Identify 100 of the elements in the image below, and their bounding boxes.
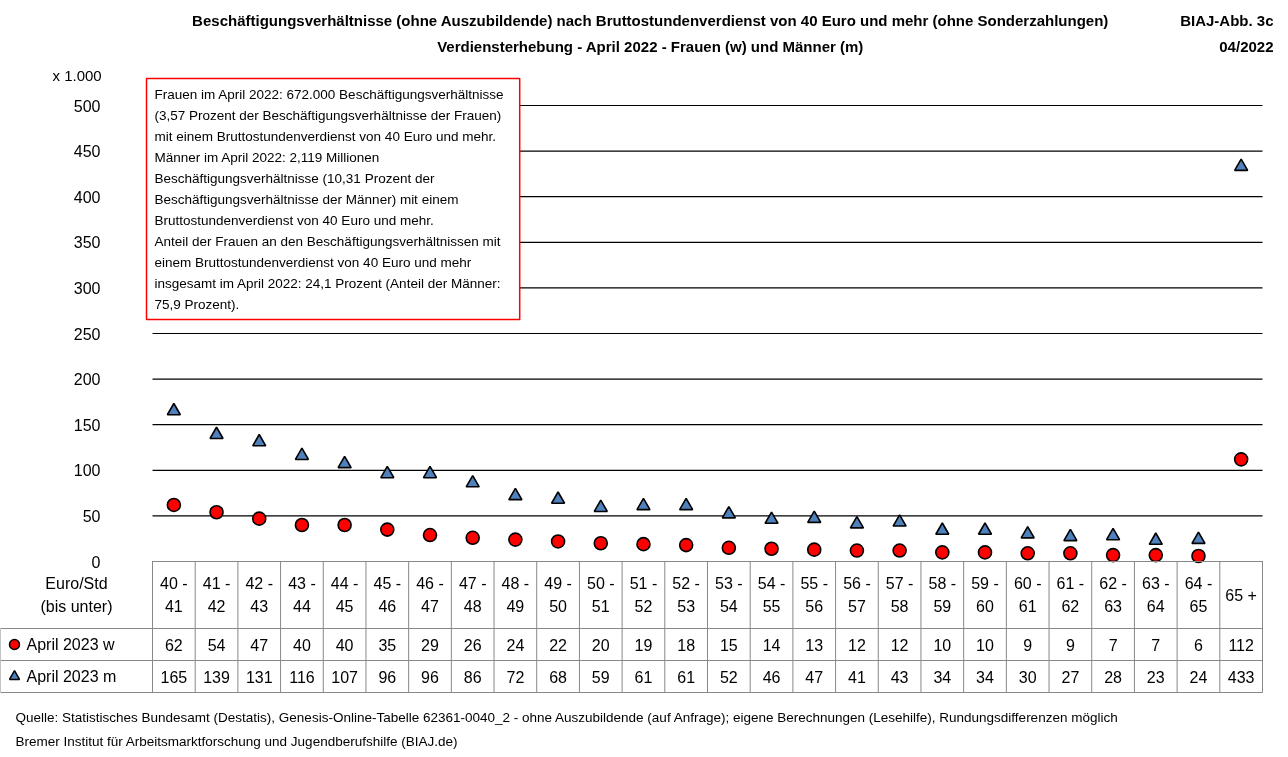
data-label: 52 [719, 668, 738, 686]
x-tick-label: 49 - 50 [544, 575, 572, 615]
y-tick-label: 300 [73, 279, 101, 297]
x-tick-label: 59 - 60 [971, 575, 999, 615]
x-tick-label: 58 - 59 [928, 575, 957, 615]
legend-label: April 2023 m [26, 668, 117, 685]
y-tick-label: 100 [73, 462, 101, 480]
x-tick-label: 56 - 57 [843, 575, 871, 615]
x-tick-label: 60 - 61 [1013, 575, 1042, 615]
x-tick-label: 46 - 47 [416, 575, 444, 615]
data-label: 24 [1189, 668, 1208, 686]
data-label: 6 [1194, 636, 1204, 654]
x-tick-label: 57 - 58 [885, 575, 914, 615]
data-label: 47 [250, 636, 269, 654]
y-tick-label: 350 [73, 234, 101, 252]
data-label: 23 [1146, 668, 1165, 686]
data-label: 96 [378, 668, 397, 686]
y-tick-label: 250 [73, 325, 101, 343]
x-tick-label: 50 - 51 [586, 575, 615, 615]
x-tick-label: 44 - 45 [330, 575, 359, 615]
x-tick-label: 42 - 43 [245, 575, 274, 615]
data-label: 40 [335, 636, 354, 654]
chart-title: Beschäftigungsverhältnisse (ohne Auszubildende) nach Bruttostundenverdienst von 40 Euro und mehr (ohne Sonderzahlungen) [192, 12, 1109, 29]
y-tick-label: 50 [82, 507, 101, 525]
data-label: 22 [549, 636, 568, 654]
text: 04/2022 [1219, 38, 1274, 55]
data-label: 107 [331, 668, 359, 686]
x-tick-label: 40 - 41 [160, 575, 188, 615]
data-label: 27 [1061, 668, 1080, 686]
x-tick-label: 52 - 53 [672, 575, 700, 615]
data-label: 62 [164, 636, 183, 654]
x-tick-label: 43 - 44 [288, 575, 316, 615]
data-label: 433 [1227, 668, 1255, 686]
data-label: 40 [293, 636, 311, 654]
annotation: Anteil der Frauen an den Beschäftigungsverhältnissen mit einem Bruttostundenverdienst von 40 Euro und mehr insgesamt im April 2022: 24,1 Prozent (Anteil der Männer: 75,9 Prozent). [154, 233, 501, 312]
x-tick-label: 45 - 46 [373, 575, 402, 615]
y-tick-label: 450 [73, 143, 101, 161]
annotation: Männer im April 2022: 2,119 Millionen Beschäftigungsverhältnisse (10,31 Prozent der Beschäftigungsverhältnisse der Männer) mit einem Bruttostundenverdienst von 40 Euro und mehr. [154, 149, 459, 228]
data-label: 61 [677, 668, 696, 686]
data-label: 7 [1151, 636, 1161, 654]
x-tick-label: 47 - 48 [458, 575, 487, 615]
x-tick-label: 61 - 62 [1056, 575, 1085, 615]
text: BIAJ-Abb. 3c [1180, 12, 1274, 29]
text: Bremer Institut für Arbeitsmarktforschung und Jugendberufshilfe (BIAJ.de) [15, 734, 458, 749]
y-tick-label: 400 [73, 188, 101, 206]
data-label: 12 [848, 636, 866, 654]
data-label: 131 [245, 668, 273, 686]
x-tick-label: 54 - 55 [757, 575, 786, 615]
data-label: 35 [378, 636, 397, 654]
data-label: 116 [289, 668, 315, 686]
x-tick-label: 53 - 54 [715, 575, 743, 615]
y-tick-label: 150 [73, 416, 101, 434]
data-label: 9 [1023, 636, 1033, 654]
y-tick-label: 500 [73, 97, 101, 115]
data-label: 47 [805, 668, 824, 686]
data-label: 26 [463, 636, 482, 654]
data-label: 20 [591, 636, 610, 654]
y-tick-label: 200 [73, 371, 101, 389]
x-tick-label: 41 - 42 [202, 575, 231, 615]
data-label: 59 [591, 668, 610, 686]
data-label: 41 [848, 668, 866, 686]
data-label: 29 [421, 636, 439, 654]
x-tick-label: 48 - 49 [501, 575, 530, 615]
x-tick-label: 65 + [1225, 586, 1257, 604]
data-label: 10 [933, 636, 952, 654]
data-label: 9 [1065, 636, 1075, 654]
data-label: 15 [719, 636, 738, 654]
legend-label: April 2023 w [26, 636, 115, 653]
chart-subtitle: Verdiensterhebung - April 2022 - Frauen (w) und Männer (m) [437, 38, 864, 55]
x-axis-title: Euro/Std (bis unter) [40, 575, 113, 615]
data-label: 165 [160, 668, 188, 686]
source-note: Quelle: Statistisches Bundesamt (Destatis), Genesis-Online-Tabelle 62361-0040_2 - ohne Auszubildende (auf Anfrage); eigene Berechnungen (Lesehilfe), Rundungsdifferenzen möglich [15, 710, 1118, 725]
data-label: 24 [506, 636, 525, 654]
data-label: 68 [549, 668, 568, 686]
data-label: 7 [1108, 636, 1118, 654]
data-label: 18 [677, 636, 696, 654]
data-label: 112 [1228, 636, 1255, 654]
data-label: 43 [890, 668, 909, 686]
data-label: 34 [933, 668, 952, 686]
x-tick-label: 63 - 64 [1141, 575, 1170, 615]
y-tick-label: 0 [91, 553, 101, 571]
annotation: Frauen im April 2022: 672.000 Beschäftigungsverhältnisse (3,57 Prozent der Beschäftigungsverhältnisse der Frauen) mit einem Bruttostundenverdienst von 40 Euro und mehr. [154, 86, 504, 144]
data-label: 28 [1104, 668, 1123, 686]
data-label: 13 [805, 636, 824, 654]
data-label: 86 [463, 668, 482, 686]
data-label: 96 [421, 668, 439, 686]
data-label: 30 [1018, 668, 1037, 686]
data-label: 19 [634, 636, 653, 654]
x-tick-label: 55 - 56 [800, 575, 829, 615]
data-label: 10 [976, 636, 994, 654]
data-label: 12 [890, 636, 909, 654]
x-tick-label: 64 - 65 [1184, 575, 1213, 615]
data-label: 139 [203, 668, 230, 686]
x-tick-label: 62 - 63 [1099, 575, 1127, 615]
data-label: 34 [976, 668, 994, 686]
data-label: 46 [762, 668, 781, 686]
y-axis-title: x 1.000 [52, 67, 102, 84]
data-label: 54 [207, 636, 226, 654]
x-tick-label: 51 - 52 [629, 575, 658, 615]
data-label: 14 [762, 636, 781, 654]
